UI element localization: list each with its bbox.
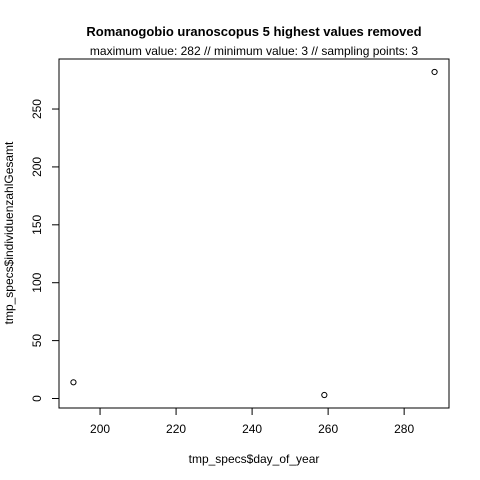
x-axis: 200 220 240 260 280	[90, 407, 414, 436]
x-tick-label: 260	[318, 422, 338, 436]
y-tick-label: 50	[30, 334, 44, 348]
y-tick-label: 250	[30, 99, 44, 119]
y-axis: 0 50 100 150 200 250	[30, 99, 60, 402]
data-point	[70, 379, 77, 386]
x-axis-label: tmp_specs$day_of_year	[189, 452, 320, 466]
y-tick-label: 200	[30, 157, 44, 177]
x-tick-label: 280	[394, 422, 414, 436]
x-tick-label: 220	[166, 422, 186, 436]
y-tick-label: 100	[30, 272, 44, 292]
y-axis-label: tmp_specs$individuenzahlGesamt	[2, 141, 16, 324]
x-tick-label: 200	[90, 422, 110, 436]
chart-subtitle: maximum value: 282 // minimum value: 3 /…	[90, 44, 418, 58]
data-points	[70, 68, 438, 399]
data-point	[321, 391, 328, 399]
x-tick-label: 240	[242, 422, 262, 436]
plot-frame	[58, 58, 450, 409]
y-tick-label: 150	[30, 214, 44, 234]
data-point	[431, 68, 438, 76]
chart-title: Romanogobio uranoscopus 5 highest values…	[86, 24, 421, 39]
y-tick-label: 0	[30, 395, 44, 402]
